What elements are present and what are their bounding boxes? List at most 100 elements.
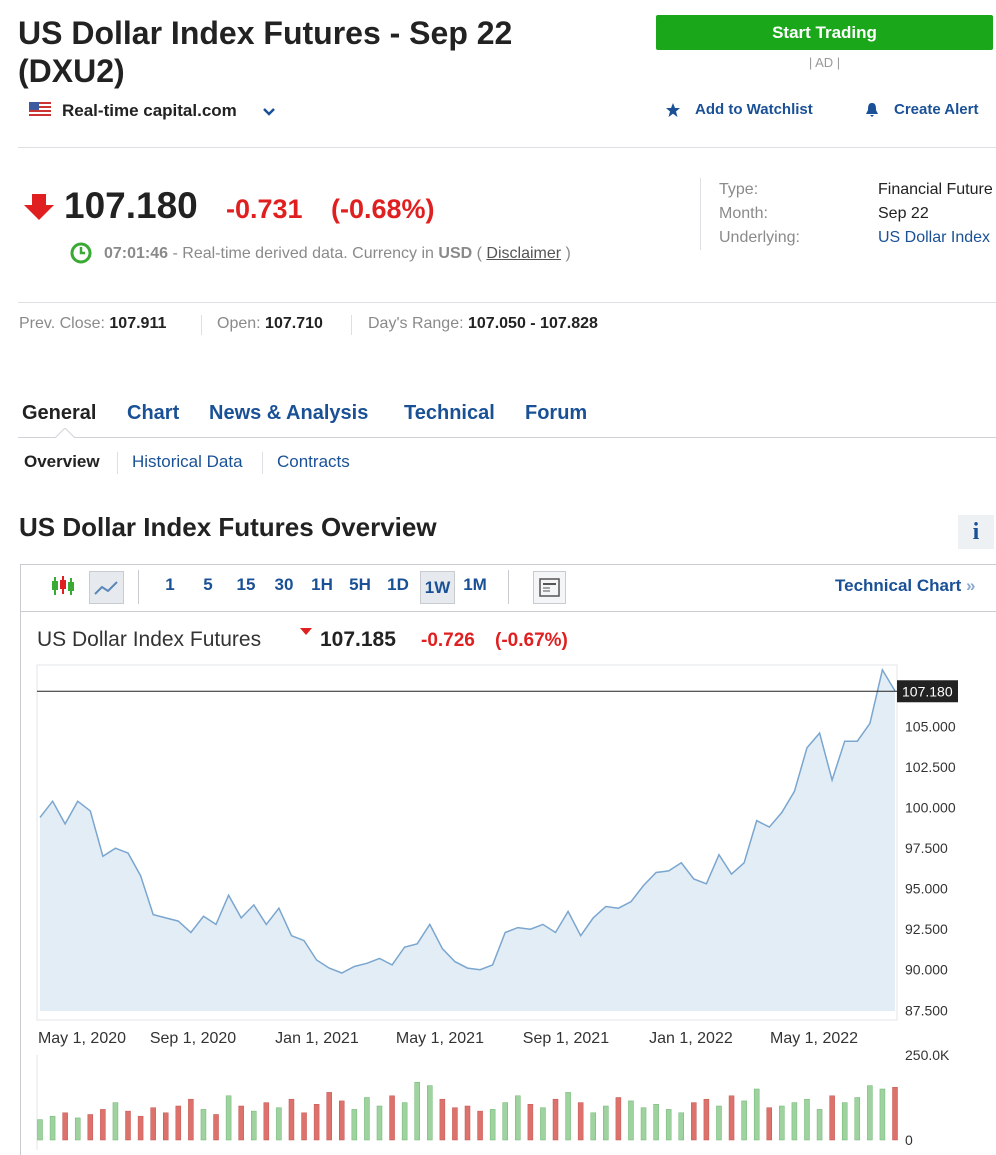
y-tick-label: 97.500: [905, 840, 948, 856]
volume-bar: [464, 1105, 471, 1141]
tab[interactable]: General: [22, 402, 97, 424]
line-icon[interactable]: [89, 571, 124, 604]
y-tick-label: 105.000: [905, 719, 956, 735]
volume-bar: [364, 1097, 370, 1141]
volume-bar: [728, 1095, 735, 1141]
tab[interactable]: Chart: [127, 402, 180, 424]
info-link[interactable]: US Dollar Index: [878, 229, 991, 246]
disclaimer[interactable]: Disclaimer: [486, 245, 562, 262]
last-price-label: 107.180: [902, 683, 953, 699]
clock-icon: [70, 242, 92, 264]
watchlist-label: Add to Watchlist: [695, 101, 813, 118]
subtab[interactable]: Historical Data: [132, 452, 243, 471]
technical-chart-label: Technical Chart: [835, 576, 962, 595]
volume-bar: [502, 1102, 508, 1141]
volume-bar: [854, 1097, 861, 1141]
interval[interactable]: 30: [274, 575, 294, 594]
volume-bar: [640, 1107, 647, 1141]
interval[interactable]: 15: [236, 575, 256, 594]
volume-bar: [603, 1105, 609, 1141]
chart-price: 107.185: [320, 628, 396, 651]
volume-bar: [779, 1105, 785, 1141]
currency: USD: [438, 245, 473, 262]
stat-label: Prev. Close:: [19, 315, 105, 332]
info-icon[interactable]: i: [958, 515, 994, 549]
volume-bar: [552, 1098, 559, 1141]
tab[interactable]: Forum: [525, 402, 588, 424]
volume-tick-label: 250.0K: [905, 1047, 950, 1063]
divider: [201, 315, 202, 335]
volume-bar: [251, 1110, 257, 1141]
interval[interactable]: 1M: [463, 575, 487, 594]
star-icon: [666, 103, 680, 117]
source[interactable]: Real-time capital.com: [62, 101, 237, 120]
x-tick-label: May 1, 2021: [396, 1030, 484, 1047]
stat-label: Open:: [217, 315, 261, 332]
x-tick-label: May 1, 2020: [38, 1030, 126, 1047]
volume-bar: [791, 1102, 798, 1141]
info-value: Sep 22: [878, 205, 929, 222]
ad-label: | AD |: [808, 55, 841, 70]
x-tick-label: May 1, 2022: [770, 1030, 858, 1047]
bell-icon: [866, 103, 878, 117]
volume-bar: [313, 1104, 320, 1141]
interval[interactable]: 1D: [387, 575, 409, 594]
interval[interactable]: 5H: [349, 575, 371, 594]
paren: (: [476, 245, 482, 262]
volume-bar: [276, 1107, 282, 1141]
interval-active[interactable]: 1W: [420, 571, 455, 604]
time: 07:01:46: [104, 245, 169, 262]
chevron[interactable]: [262, 107, 276, 117]
y-tick-label: 102.500: [905, 759, 956, 775]
volume-bar: [766, 1107, 773, 1141]
y-tick-label: 92.500: [905, 921, 948, 937]
news-icon[interactable]: [533, 571, 566, 604]
interval[interactable]: 1H: [311, 575, 333, 594]
subtab[interactable]: Overview: [24, 452, 100, 471]
volume-bar: [150, 1107, 156, 1141]
y-tick-label: 95.000: [905, 881, 948, 897]
volume-bar: [841, 1102, 848, 1141]
price: 107.180: [64, 185, 198, 226]
toolbar-border: [20, 611, 996, 612]
volume-bar: [213, 1114, 219, 1141]
x-tick-label: Sep 1, 2021: [523, 1030, 609, 1047]
change-pct: (-0.68%): [331, 194, 435, 224]
volume-bar: [175, 1105, 182, 1141]
volume-bar: [628, 1100, 634, 1141]
volume-bar: [477, 1110, 483, 1141]
volume-bar: [263, 1102, 270, 1141]
stat-value: 107.050 - 107.828: [468, 315, 598, 332]
x-tick-label: Jan 1, 2022: [649, 1030, 733, 1047]
price-line: [39, 667, 896, 974]
last-price-box: [897, 680, 958, 703]
interval[interactable]: 1: [165, 575, 175, 594]
stat: Day's Range: 107.050 - 107.828: [368, 315, 598, 333]
candles-icon[interactable]: [50, 575, 76, 597]
paren: ): [565, 245, 571, 262]
divider: [138, 570, 139, 604]
volume-bar: [452, 1107, 458, 1141]
interval[interactable]: 5: [203, 575, 213, 594]
subtab[interactable]: Contracts: [277, 452, 350, 471]
tab[interactable]: Technical: [404, 402, 495, 424]
volume-bar: [326, 1092, 332, 1141]
volume-bar: [238, 1105, 244, 1141]
tab[interactable]: News & Analysis: [209, 402, 369, 424]
volume-bar: [892, 1087, 898, 1141]
tab-pointer: [55, 428, 75, 438]
volume-bar: [665, 1109, 672, 1141]
stat: Prev. Close: 107.911: [19, 315, 166, 333]
page-title: US Dollar Index Futures - Sep 22 (DXU2): [18, 15, 513, 89]
y-tick-label: 100.000: [905, 800, 956, 816]
volume-bar: [804, 1098, 810, 1141]
volume-bar: [301, 1112, 307, 1141]
technical-chart-link[interactable]: Technical Chart »: [835, 576, 976, 595]
start-trading-button[interactable]: Start Trading: [656, 15, 993, 50]
volume-bar: [200, 1109, 207, 1141]
volume-bar: [540, 1107, 546, 1141]
volume-bar: [37, 1119, 43, 1141]
stat-value: 107.710: [265, 315, 323, 332]
stat-value: 107.911: [109, 315, 167, 332]
volume-bar: [427, 1085, 433, 1141]
